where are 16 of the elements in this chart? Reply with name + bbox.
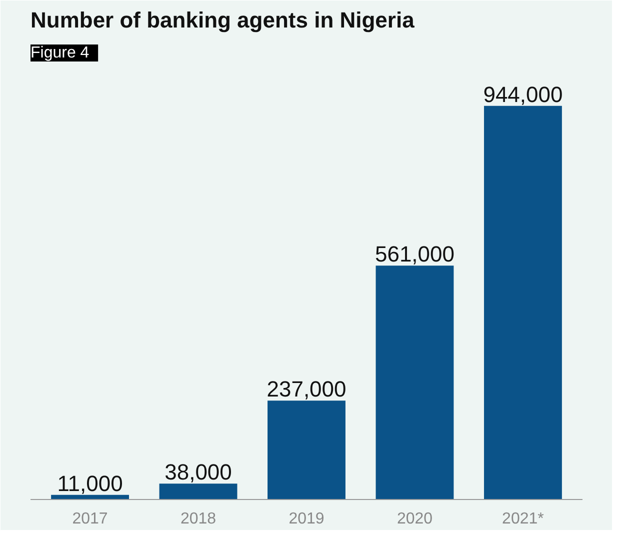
data-label: 561,000	[374, 242, 455, 267]
x-tick-label: 2020	[396, 510, 433, 528]
bar	[159, 484, 238, 500]
x-tick-label: 2018	[180, 510, 216, 528]
bar	[268, 400, 346, 500]
x-tick-label: 2019	[288, 510, 324, 528]
bar	[484, 106, 562, 500]
x-tick-label: 2017	[72, 510, 108, 528]
data-label: 237,000	[266, 376, 346, 402]
chart-title: Number of banking agents in Nigeria	[30, 8, 416, 32]
caption: Figure 4	[30, 44, 90, 62]
data-label: 944,000	[483, 82, 563, 107]
data-label: 11,000	[57, 470, 123, 496]
data-label: 38,000	[164, 460, 232, 485]
x-tick-label: 2021*	[502, 510, 544, 528]
bar	[376, 266, 454, 500]
